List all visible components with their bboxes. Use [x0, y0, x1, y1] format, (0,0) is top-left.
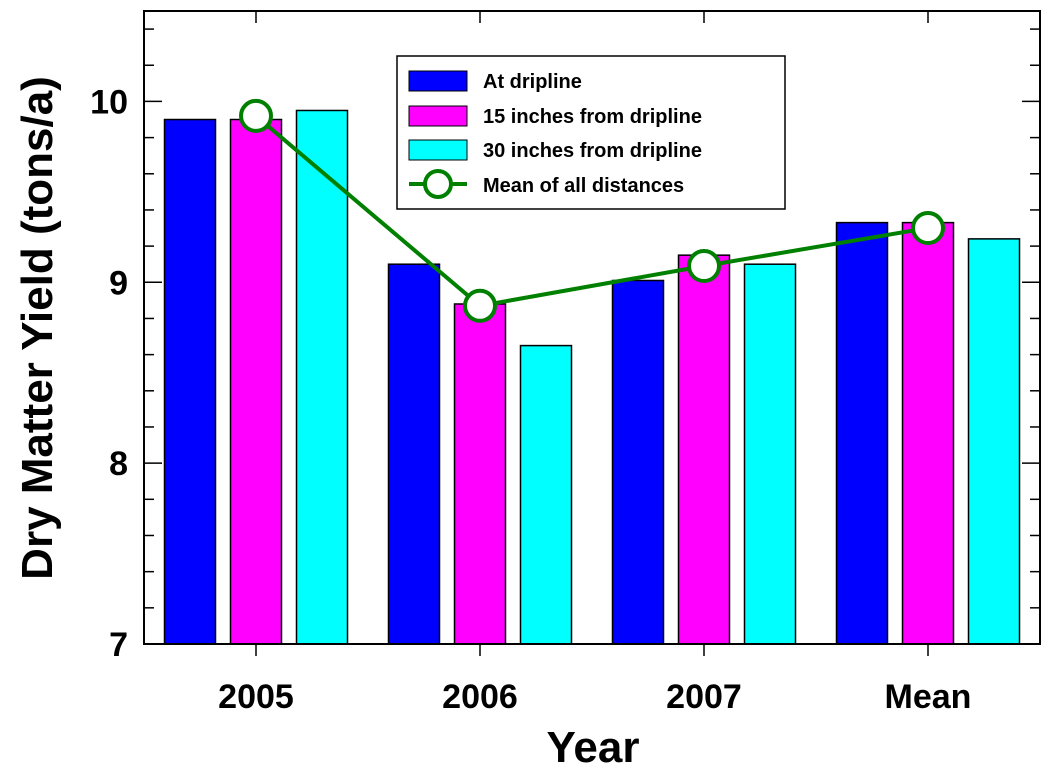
- y-tick-label: 8: [109, 445, 128, 483]
- x-tick-labels: 2005 2006 2007 Mean: [218, 678, 971, 716]
- y-tick-label: 9: [109, 264, 128, 302]
- legend-label-30-inches: 30 inches from dripline: [483, 140, 702, 162]
- legend-label-mean: Mean of all distances: [483, 175, 684, 197]
- y-tick-labels: 7 8 9 10: [90, 83, 128, 664]
- mean-marker-2007: [689, 251, 719, 281]
- mean-marker-2005: [241, 101, 271, 131]
- bar-at-dripline-mean: [837, 223, 888, 644]
- legend-swatch-15-inches: [409, 106, 467, 126]
- bar-15-inches-from-dripline-2007: [679, 255, 730, 644]
- bar-15-inches-from-dripline-mean: [903, 223, 954, 644]
- legend-swatch-at-dripline: [409, 71, 467, 91]
- x-tick-label: Mean: [885, 678, 972, 716]
- y-tick-label: 7: [109, 626, 128, 664]
- mean-marker-2006: [465, 291, 495, 321]
- bar-15-inches-from-dripline-2006: [455, 304, 506, 644]
- y-axis-title: Dry Matter Yield (tons/a): [13, 76, 62, 580]
- legend-swatch-30-inches: [409, 140, 467, 160]
- bar-30-inches-from-dripline-2005: [297, 110, 348, 644]
- bar-at-dripline-2005: [165, 120, 216, 644]
- legend-marker-mean: [425, 171, 451, 197]
- legend-label-15-inches: 15 inches from dripline: [483, 106, 702, 128]
- bar-at-dripline-2006: [389, 264, 440, 644]
- x-tick-label: 2005: [218, 678, 294, 716]
- y-tick-label: 10: [90, 83, 128, 121]
- x-axis-title: Year: [547, 723, 640, 765]
- legend: At dripline 15 inches from dripline 30 i…: [397, 56, 785, 209]
- bar-30-inches-from-dripline-2006: [521, 346, 572, 644]
- bar-at-dripline-2007: [613, 280, 664, 644]
- bar-30-inches-from-dripline-2007: [745, 264, 796, 644]
- bar-30-inches-from-dripline-mean: [969, 239, 1020, 644]
- x-tick-label: 2007: [666, 678, 742, 716]
- mean-marker-mean: [913, 213, 943, 243]
- legend-label-at-dripline: At dripline: [483, 71, 582, 93]
- bar-15-inches-from-dripline-2005: [231, 120, 282, 644]
- x-tick-label: 2006: [442, 678, 518, 716]
